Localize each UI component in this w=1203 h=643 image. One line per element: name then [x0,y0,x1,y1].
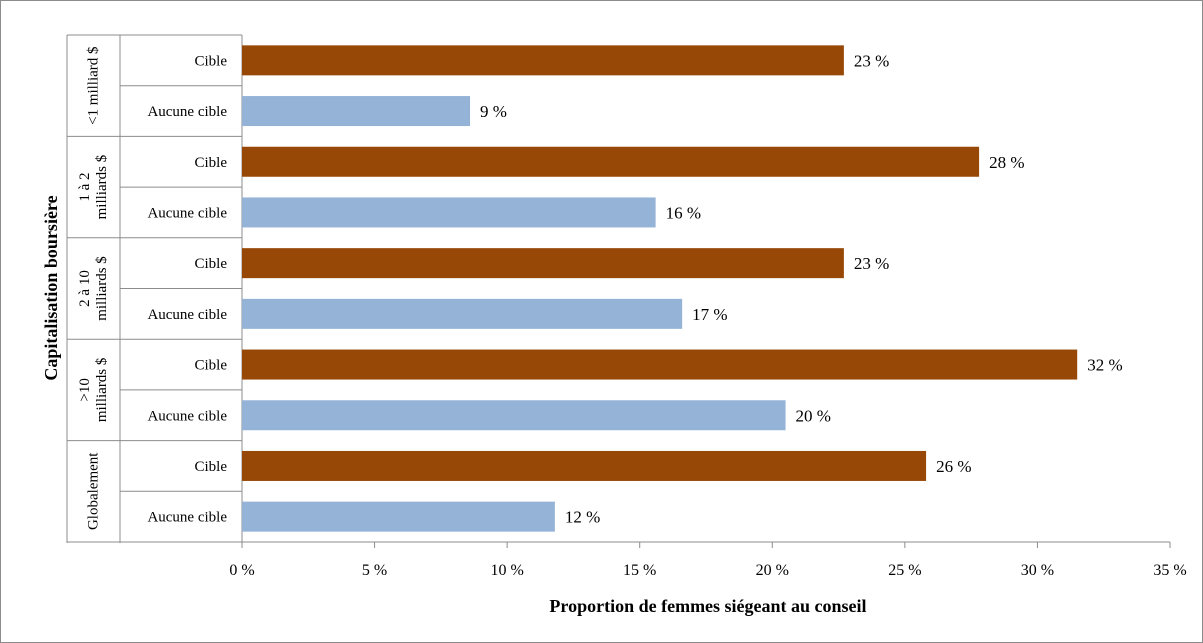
data-label: 28 % [989,153,1024,172]
category-label: Aucune cible [147,104,227,120]
x-tick-label: 10 % [490,562,523,579]
data-label: 16 % [666,203,701,222]
x-tick-label: 15 % [623,562,656,579]
x-tick-label: 25 % [888,562,921,579]
labels-layer: 0 % 5 % 10 % 15 % 20 % 25 % 30 % 35 % <1 milliar… [77,46,1187,579]
x-tick-label: 30 % [1021,562,1054,579]
bar [242,45,844,76]
bar [242,400,786,431]
x-axis-title: Proportion de femmes siégeant au conseil [549,596,866,616]
x-tick-label: 5 % [362,562,387,579]
x-tick-label: 0 % [229,562,254,579]
group-label: Globalement [86,452,102,530]
bars-layer [242,45,1078,532]
group-label: >10 [77,378,93,401]
x-tick-label: 20 % [756,562,789,579]
bar [242,298,683,329]
category-label: Aucune cible [147,307,227,323]
category-label: Cible [195,53,228,69]
category-label: Cible [195,459,228,475]
bar [242,450,927,481]
bar [242,197,656,228]
data-label: 23 % [854,254,889,273]
data-label: 17 % [692,305,727,324]
group-label: milliards $ [94,357,110,422]
bar [242,96,471,127]
category-label: Aucune cible [147,408,227,424]
category-label: Cible [195,256,228,272]
data-label: 23 % [854,51,889,70]
category-label: Cible [195,358,228,374]
category-label: Cible [195,155,228,171]
bar [242,146,980,177]
bar [242,501,555,532]
bar [242,349,1078,380]
data-label: 26 % [936,457,971,476]
group-label: 1 à 2 [77,173,93,202]
category-label: Aucune cible [147,510,227,526]
group-label: 2 à 10 [77,270,93,307]
group-label: <1 milliard $ [86,46,102,125]
bar [242,248,844,279]
data-label: 32 % [1087,356,1122,375]
x-tick-label: 35 % [1153,562,1186,579]
category-label: Aucune cible [147,205,227,221]
data-label: 12 % [565,508,600,527]
data-label: 9 % [480,102,507,121]
group-label: milliards $ [94,154,110,219]
group-label: milliards $ [94,256,110,321]
y-axis-title: Capitalisation boursière [41,195,61,380]
data-label: 20 % [796,406,831,425]
